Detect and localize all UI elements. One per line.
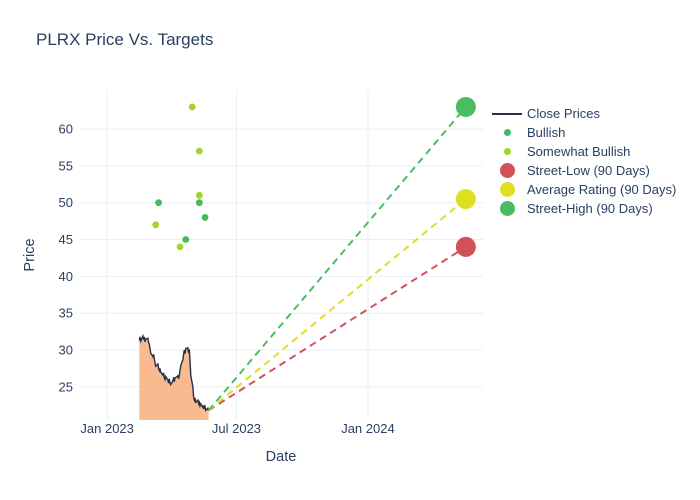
y-tick-label: 50 — [59, 195, 73, 210]
y-axis-title: Price — [22, 238, 38, 271]
legend: Close Prices Bullish Somewhat Bullish Stree… — [489, 104, 676, 218]
tick-labels: 25 30 35 40 45 50 55 60 Jan 2023 Jul 2023 Jan 2024 — [59, 122, 395, 436]
bullish-legend-dot-icon — [489, 129, 525, 136]
legend-item-average-rating[interactable]: Average Rating (90 Days) — [489, 180, 676, 199]
close-prices-legend-line-icon — [489, 112, 525, 115]
legend-label: Street-Low (90 Days) — [527, 163, 650, 178]
legend-item-somewhat-bullish[interactable]: Somewhat Bullish — [489, 142, 676, 161]
somewhat-bullish-point[interactable] — [195, 191, 203, 199]
y-tick-label: 45 — [59, 232, 73, 247]
y-tick-label: 25 — [59, 379, 73, 394]
y-tick-label: 30 — [59, 343, 73, 358]
average-rating-marker[interactable] — [455, 189, 476, 210]
average-rating-legend-dot-icon — [489, 182, 525, 197]
y-tick-label: 35 — [59, 306, 73, 321]
legend-label: Average Rating (90 Days) — [527, 182, 677, 197]
street-high-marker[interactable] — [455, 96, 476, 117]
legend-label: Bullish — [527, 125, 566, 140]
somewhat-bullish-legend-dot-icon — [489, 148, 525, 155]
legend-label: Street-High (90 Days) — [527, 201, 653, 216]
close-prices-area — [139, 336, 209, 420]
legend-item-street-high[interactable]: Street-High (90 Days) — [489, 199, 676, 218]
somewhat-bullish-point[interactable] — [152, 221, 160, 229]
bullish-point[interactable] — [182, 236, 190, 243]
traces — [138, 96, 476, 420]
street-low-marker[interactable] — [455, 236, 476, 257]
legend-label: Close Prices — [527, 106, 600, 121]
bullish-point[interactable] — [201, 214, 209, 221]
x-axis-title: Date — [266, 449, 297, 465]
street-high-legend-dot-icon — [489, 201, 525, 216]
x-tick-label: Jan 2023 — [80, 421, 134, 436]
street-high-projection-line — [207, 106, 467, 412]
somewhat-bullish-point[interactable] — [176, 243, 184, 251]
legend-item-street-low[interactable]: Street-Low (90 Days) — [489, 161, 676, 180]
legend-item-bullish[interactable]: Bullish — [489, 123, 676, 142]
legend-label: Somewhat Bullish — [527, 144, 631, 159]
bullish-point[interactable] — [155, 199, 162, 207]
x-tick-label: Jan 2024 — [341, 421, 395, 436]
somewhat-bullish-point[interactable] — [188, 103, 196, 111]
legend-item-close-prices[interactable]: Close Prices — [489, 104, 676, 123]
close-prices-line[interactable] — [138, 333, 210, 412]
y-tick-label: 40 — [59, 269, 73, 284]
chart-title: PLRX Price Vs. Targets — [36, 30, 214, 49]
x-tick-label: Jul 2023 — [212, 421, 261, 436]
bullish-point[interactable] — [195, 199, 203, 207]
street-low-legend-dot-icon — [489, 163, 525, 178]
y-tick-label: 55 — [59, 158, 73, 173]
y-tick-label: 60 — [59, 122, 73, 137]
street-low-projection-line — [208, 246, 467, 412]
average-rating-projection-line — [207, 198, 467, 412]
somewhat-bullish-point[interactable] — [195, 147, 203, 155]
